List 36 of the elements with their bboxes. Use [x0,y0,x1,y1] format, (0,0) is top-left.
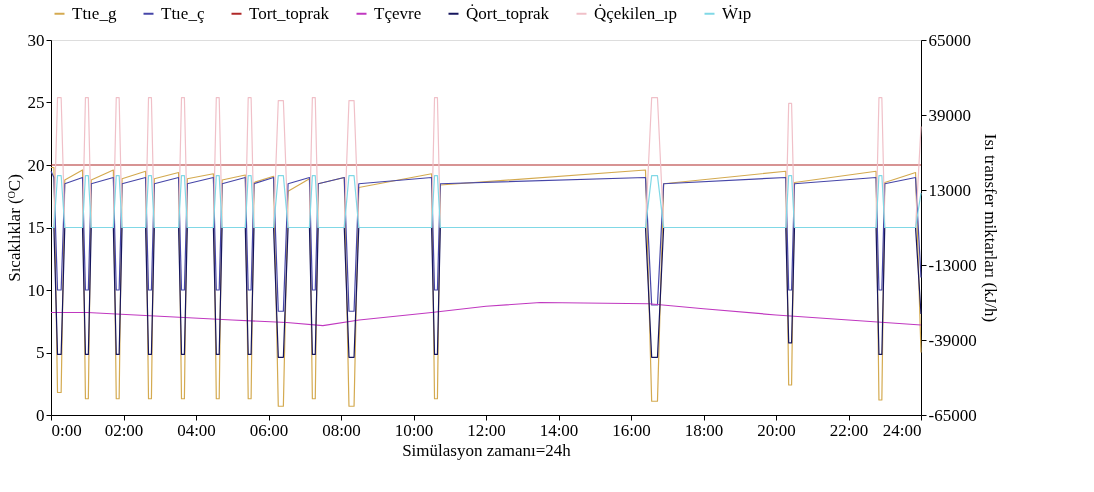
y-tick-label: 5 [36,343,45,362]
x-tick-label: 22:00 [829,420,869,440]
y-tick-label: 25 [27,93,45,112]
y-tick-label: 10 [27,280,45,300]
y2-tick-label: 13000 [928,180,971,200]
y-tick-label: 20 [27,155,45,175]
y2-tick-label: -39000 [928,330,977,350]
x-tick-label: 02:00 [104,420,144,440]
x-axis-title: Simülasyon zamanı=24h [402,440,572,460]
legend-label: Ttıe_ç [161,3,205,23]
y2-tick-label: -13000 [928,255,977,275]
x-tick-label: 10:00 [394,420,434,440]
x-tick-label: 20:00 [757,420,796,440]
x-tick-label: 12:00 [467,420,506,440]
x-tick-label: 18:00 [684,420,724,440]
y-tick-label: 30 [27,30,45,50]
x-tick-label: 14:00 [539,420,579,440]
y2-tick-label: 65000 [928,30,971,50]
y2-tick-label: -65000 [928,405,977,425]
y-tick-label: 0 [36,405,45,425]
legend-label: Tçevre [374,3,422,23]
y2-axis-title: Isı transfer miktarları (kJ/h) [980,133,1000,323]
x-tick-label: 08:00 [322,420,361,440]
y-axis-title: Sıcaklıklar (ᴼC) [4,174,24,282]
x-tick-label: 24:00 [882,420,922,440]
x-tick-label: 0:00 [51,420,82,440]
legend-label: Tort_toprak [249,3,330,23]
legend-label: Ttıe_g [72,3,117,23]
legend-label: Ẇıp [722,3,752,23]
x-tick-label: 16:00 [612,420,651,440]
x-tick-label: 06:00 [249,420,289,440]
legend-label: Q̇çekilen_ıp [594,3,678,23]
y-tick-label: 15 [27,218,45,237]
x-tick-label: 04:00 [177,420,216,440]
legend-label: Q̇ort_toprak [466,3,550,23]
y2-tick-label: 39000 [928,105,971,125]
